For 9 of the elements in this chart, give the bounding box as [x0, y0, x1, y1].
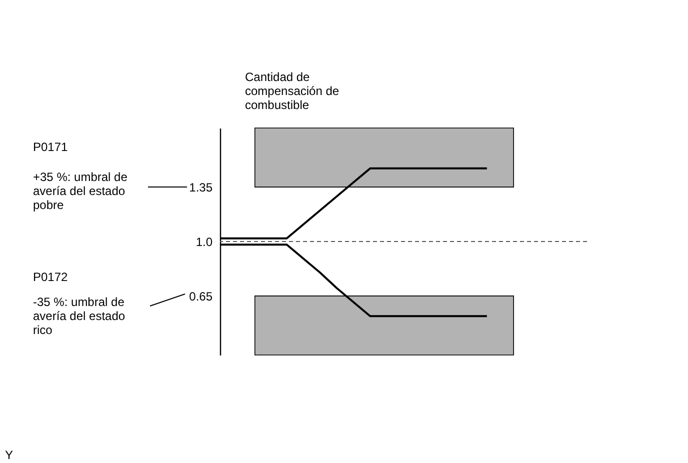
y-tick-label: 1.0	[196, 235, 213, 249]
text: P0171	[33, 140, 68, 154]
text: P0172	[33, 270, 68, 284]
text: +35 %: umbral de avería del estado pobre	[33, 170, 128, 212]
y-tick-label: 1.35	[189, 180, 213, 195]
y-axis-title: Cantidad de compensación de combustible	[245, 70, 340, 112]
text: -35 %: umbral de avería del estado rico	[33, 295, 126, 337]
y-tick-label: 0.65	[189, 289, 213, 304]
text: Y	[5, 448, 14, 462]
